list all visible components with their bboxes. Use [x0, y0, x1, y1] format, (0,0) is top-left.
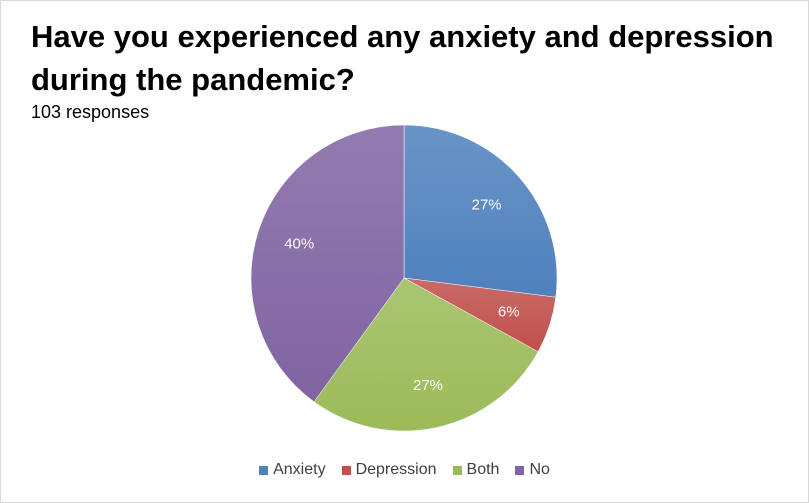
legend-item-anxiety: Anxiety	[259, 461, 326, 479]
data-label-both: 27%	[413, 377, 443, 394]
legend-item-both: Both	[452, 461, 500, 479]
legend-label-depression: Depression	[355, 461, 437, 478]
legend-swatch-both	[452, 465, 462, 475]
legend-swatch-no	[515, 465, 525, 475]
chart-title: Have you experienced any anxiety and dep…	[31, 19, 774, 97]
legend-item-depression: Depression	[341, 461, 437, 479]
legend-swatch-anxiety	[259, 465, 269, 475]
pie-slices	[250, 124, 558, 432]
legend: Anxiety Depression Both No	[0, 461, 809, 479]
legend-label-anxiety: Anxiety	[273, 461, 326, 478]
pie-slice-anxiety	[403, 124, 558, 298]
data-label-anxiety: 27%	[472, 197, 502, 214]
legend-item-no: No	[515, 461, 550, 479]
pie-slice-no	[250, 124, 405, 403]
pie-slice-both	[313, 277, 539, 432]
pie-labels: 27% 6% 27% 40%	[284, 197, 519, 394]
data-label-no: 40%	[284, 235, 314, 252]
legend-swatch-depression	[341, 465, 351, 475]
data-label-depression: 6%	[498, 304, 520, 321]
legend-label-no: No	[529, 461, 550, 478]
response-count: 103 responses	[31, 102, 150, 122]
legend-label-both: Both	[466, 461, 500, 478]
